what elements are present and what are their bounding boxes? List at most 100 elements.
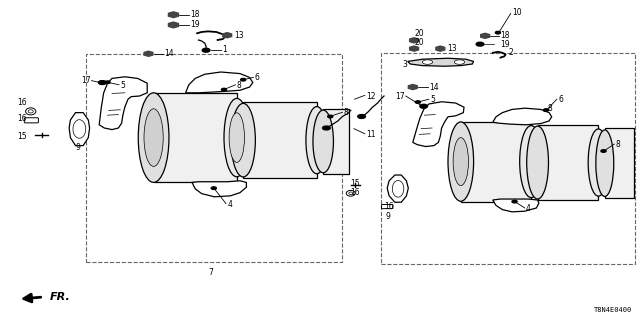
Circle shape: [420, 104, 428, 108]
Text: 1: 1: [222, 45, 227, 54]
Polygon shape: [436, 46, 445, 51]
Text: 18: 18: [500, 31, 510, 40]
Bar: [86, 54, 342, 262]
Circle shape: [543, 109, 548, 111]
Polygon shape: [144, 51, 153, 56]
Text: 16: 16: [17, 114, 27, 123]
Text: 9: 9: [76, 143, 81, 152]
Ellipse shape: [392, 180, 404, 197]
Polygon shape: [323, 109, 349, 174]
Polygon shape: [186, 72, 253, 93]
Text: 20: 20: [415, 38, 424, 47]
Text: 13: 13: [447, 44, 456, 53]
Text: 4: 4: [526, 204, 531, 213]
Polygon shape: [387, 175, 408, 202]
FancyBboxPatch shape: [381, 204, 393, 209]
Text: FR.: FR.: [50, 292, 70, 302]
Circle shape: [99, 81, 104, 84]
Polygon shape: [408, 58, 474, 66]
Text: 17: 17: [81, 76, 91, 85]
Circle shape: [105, 81, 110, 84]
Text: 12: 12: [366, 92, 376, 100]
Circle shape: [221, 88, 227, 91]
FancyBboxPatch shape: [24, 118, 38, 123]
Ellipse shape: [422, 60, 433, 64]
Ellipse shape: [520, 126, 543, 198]
Text: 5: 5: [430, 95, 435, 104]
Circle shape: [241, 78, 246, 81]
Text: 16: 16: [17, 98, 27, 107]
Circle shape: [512, 200, 517, 203]
Circle shape: [476, 42, 484, 46]
Ellipse shape: [527, 126, 548, 199]
Ellipse shape: [224, 99, 250, 177]
Text: 4: 4: [227, 200, 232, 209]
Polygon shape: [481, 33, 490, 38]
Circle shape: [420, 105, 426, 108]
Text: 7: 7: [209, 268, 214, 277]
Polygon shape: [408, 84, 417, 90]
Polygon shape: [223, 33, 232, 38]
Ellipse shape: [448, 122, 474, 201]
Text: 10: 10: [512, 8, 522, 17]
Ellipse shape: [588, 129, 609, 196]
Ellipse shape: [231, 103, 255, 177]
Text: 16: 16: [384, 202, 394, 211]
Polygon shape: [154, 93, 237, 182]
Polygon shape: [168, 22, 179, 28]
Ellipse shape: [313, 110, 333, 173]
Text: 14: 14: [429, 83, 438, 92]
Text: 15: 15: [350, 179, 360, 188]
Bar: [381, 53, 635, 264]
Polygon shape: [493, 108, 552, 125]
Text: 19: 19: [500, 40, 510, 49]
Ellipse shape: [26, 108, 36, 115]
Text: 16: 16: [350, 188, 360, 197]
Circle shape: [99, 81, 106, 84]
Ellipse shape: [454, 60, 465, 64]
Polygon shape: [192, 181, 246, 197]
Text: 13: 13: [234, 31, 244, 40]
Text: 9: 9: [385, 212, 390, 221]
Text: 14: 14: [164, 49, 174, 58]
Text: T8N4E0400: T8N4E0400: [594, 307, 632, 313]
Circle shape: [415, 101, 420, 103]
Text: 11: 11: [366, 130, 376, 139]
Ellipse shape: [73, 120, 86, 138]
Polygon shape: [410, 38, 419, 43]
Text: 18: 18: [190, 10, 200, 19]
Text: 15: 15: [17, 132, 27, 140]
Polygon shape: [538, 125, 598, 200]
Text: 19: 19: [190, 20, 200, 29]
Polygon shape: [493, 199, 539, 212]
Text: 20: 20: [415, 29, 424, 38]
Text: 2: 2: [509, 48, 513, 57]
Text: 8: 8: [616, 140, 620, 149]
Polygon shape: [69, 113, 90, 146]
Ellipse shape: [28, 110, 33, 113]
Ellipse shape: [346, 190, 355, 196]
Circle shape: [211, 187, 216, 189]
Text: 6: 6: [558, 95, 563, 104]
Polygon shape: [99, 77, 147, 130]
Ellipse shape: [453, 138, 468, 186]
Ellipse shape: [349, 192, 353, 195]
Circle shape: [358, 115, 365, 118]
Polygon shape: [410, 46, 419, 51]
Text: 8: 8: [237, 81, 241, 90]
Circle shape: [202, 48, 210, 52]
Text: 5: 5: [120, 81, 125, 90]
Polygon shape: [168, 12, 179, 18]
Polygon shape: [605, 128, 634, 198]
Text: 17: 17: [396, 92, 405, 100]
Polygon shape: [461, 122, 531, 202]
Polygon shape: [243, 102, 317, 178]
Ellipse shape: [306, 107, 328, 174]
Text: 8: 8: [344, 108, 348, 117]
Circle shape: [495, 31, 500, 34]
Circle shape: [323, 126, 330, 130]
Text: 3: 3: [402, 60, 407, 68]
Ellipse shape: [229, 113, 244, 163]
Text: 6: 6: [255, 73, 260, 82]
Text: 8: 8: [548, 104, 552, 113]
